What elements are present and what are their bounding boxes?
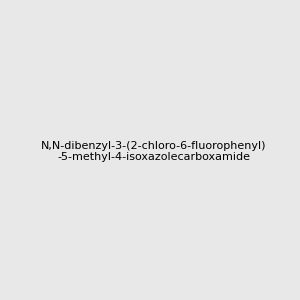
Text: N,N-dibenzyl-3-(2-chloro-6-fluorophenyl)
-5-methyl-4-isoxazolecarboxamide: N,N-dibenzyl-3-(2-chloro-6-fluorophenyl)… [41, 141, 266, 162]
